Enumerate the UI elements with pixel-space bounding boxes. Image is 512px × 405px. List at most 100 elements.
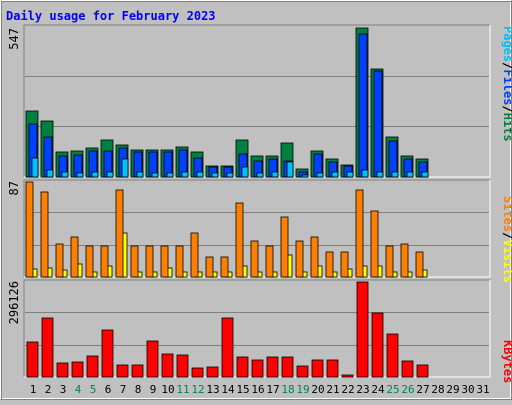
x-tick-day-9: 9 xyxy=(150,383,157,396)
bar-kbytes-day-25 xyxy=(386,333,399,378)
bar-kbytes-day-7 xyxy=(116,364,129,378)
x-tick-day-13: 13 xyxy=(206,383,219,396)
legend-panel3: KBytes xyxy=(501,340,512,383)
bar-pages-day-2 xyxy=(46,169,54,178)
bar-sites-day-20 xyxy=(310,236,319,278)
bar-kbytes-day-12 xyxy=(191,367,204,378)
bar-sites-day-4 xyxy=(70,236,79,278)
bar-kbytes-day-15 xyxy=(236,356,249,378)
bar-kbytes-day-16 xyxy=(251,359,264,378)
bar-pages-day-22 xyxy=(346,171,354,178)
legend-sep-3: / xyxy=(501,232,512,239)
bar-kbytes-day-2 xyxy=(41,317,54,378)
x-tick-day-27: 27 xyxy=(416,383,429,396)
bar-pages-day-21 xyxy=(331,171,339,178)
bar-kbytes-day-14 xyxy=(221,317,234,378)
legend-sep-1: / xyxy=(501,62,512,69)
x-tick-day-1: 1 xyxy=(30,383,37,396)
legend-files: Files xyxy=(501,69,512,105)
bar-pages-day-24 xyxy=(376,171,384,178)
bar-pages-day-12 xyxy=(196,171,204,178)
x-tick-day-25: 25 xyxy=(386,383,399,396)
x-tick-day-15: 15 xyxy=(236,383,249,396)
panel-1-edge-dark xyxy=(23,24,490,177)
bar-pages-day-14 xyxy=(226,172,234,178)
bar-sites-day-18 xyxy=(280,216,289,278)
bar-kbytes-day-24 xyxy=(371,312,384,378)
bar-files-day-23 xyxy=(358,33,368,178)
bar-kbytes-day-5 xyxy=(86,355,99,378)
bar-sites-day-1 xyxy=(25,181,34,278)
legend-panel1: Pages/Files/Hits xyxy=(501,26,512,142)
bar-sites-day-24 xyxy=(370,210,379,278)
bar-pages-day-8 xyxy=(136,171,144,178)
bar-pages-day-16 xyxy=(256,172,264,178)
bar-pages-day-20 xyxy=(316,172,324,178)
chart-title: Daily usage for February 2023 xyxy=(6,9,216,23)
bar-kbytes-day-17 xyxy=(266,356,279,378)
legend-pages: Pages xyxy=(501,26,512,62)
bar-sites-day-16 xyxy=(250,240,259,278)
panel-3-edge-dark xyxy=(23,279,490,377)
bar-kbytes-day-18 xyxy=(281,356,294,378)
x-tick-day-31: 31 xyxy=(476,383,489,396)
bar-sites-day-11 xyxy=(175,245,184,278)
x-tick-day-11: 11 xyxy=(176,383,189,396)
bar-sites-day-9 xyxy=(145,245,154,278)
bar-kbytes-day-20 xyxy=(311,359,324,378)
bar-sites-day-3 xyxy=(55,243,64,278)
x-tick-day-28: 28 xyxy=(431,383,444,396)
bar-kbytes-day-23 xyxy=(356,281,369,378)
x-tick-day-10: 10 xyxy=(161,383,174,396)
x-tick-day-30: 30 xyxy=(461,383,474,396)
bar-sites-day-21 xyxy=(325,251,334,278)
bar-pages-day-4 xyxy=(76,172,84,178)
bar-kbytes-day-1 xyxy=(26,341,39,378)
bar-kbytes-day-10 xyxy=(161,353,174,378)
chart-panels xyxy=(23,24,491,378)
x-tick-day-14: 14 xyxy=(221,383,235,396)
bar-files-day-24 xyxy=(373,70,383,178)
bar-pages-day-11 xyxy=(181,171,189,178)
bar-sites-day-5 xyxy=(85,245,94,278)
bar-sites-day-19 xyxy=(295,240,304,278)
bar-kbytes-day-11 xyxy=(176,354,189,378)
bar-pages-day-13 xyxy=(211,172,219,178)
panel1-max-label: 547 xyxy=(7,28,21,50)
legend-sites: Sites xyxy=(501,196,512,232)
x-axis-labels: 1 2 3 4 5 6 7 8 9 10 11 12 13 14 15 16 17 18 19 20 21 22 23 24 2… xyxy=(30,383,490,396)
x-tick-day-7: 7 xyxy=(120,383,127,396)
bar-sites-day-25 xyxy=(385,245,394,278)
legend-hits: Hits xyxy=(501,113,512,142)
bar-sites-day-23 xyxy=(355,189,364,278)
bar-pages-day-10 xyxy=(166,172,174,178)
bar-pages-day-6 xyxy=(106,171,114,178)
legend-visits: Visits xyxy=(501,239,512,282)
bar-sites-day-15 xyxy=(235,202,244,278)
bar-pages-day-3 xyxy=(61,171,69,178)
bar-kbytes-day-8 xyxy=(131,364,144,378)
x-tick-day-18: 18 xyxy=(281,383,294,396)
panel-2-edge-dark xyxy=(23,179,490,277)
bar-sites-day-22 xyxy=(340,251,349,278)
bar-kbytes-day-26 xyxy=(401,360,414,378)
x-tick-day-16: 16 xyxy=(251,383,264,396)
x-tick-day-4: 4 xyxy=(75,383,82,396)
legend-panel2: Sites/Visits xyxy=(501,196,512,283)
x-tick-day-6: 6 xyxy=(105,383,112,396)
bar-pages-day-5 xyxy=(91,171,99,178)
bar-kbytes-day-3 xyxy=(56,362,69,378)
bar-sites-day-26 xyxy=(400,243,409,278)
x-tick-day-3: 3 xyxy=(60,383,67,396)
bar-pages-day-27 xyxy=(421,171,429,178)
x-tick-day-24: 24 xyxy=(371,383,385,396)
x-tick-day-5: 5 xyxy=(90,383,97,396)
bar-kbytes-day-22 xyxy=(341,374,354,378)
bar-kbytes-day-6 xyxy=(101,329,114,378)
bar-pages-day-25 xyxy=(391,171,399,178)
bar-sites-day-10 xyxy=(160,245,169,278)
x-tick-day-23: 23 xyxy=(356,383,369,396)
bar-kbytes-day-27 xyxy=(416,364,429,378)
